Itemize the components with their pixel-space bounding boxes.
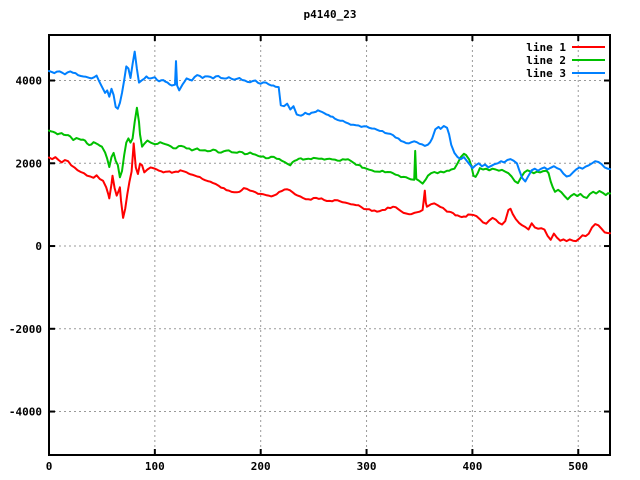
y-tick-label: -4000: [9, 406, 42, 419]
data-series: [48, 50, 611, 243]
axis-tick-marks: [48, 35, 610, 455]
plot-border: [48, 34, 611, 456]
legend-label-1: line 1: [526, 41, 566, 54]
chart-title: p4140_23: [304, 8, 357, 21]
y-tick-label: 2000: [16, 157, 43, 170]
x-tick-label: 200: [251, 460, 271, 473]
x-tick-label: 500: [568, 460, 588, 473]
legend-label-2: line 2: [526, 54, 566, 67]
series-line-1: [48, 142, 611, 243]
series-line-2: [48, 106, 611, 201]
y-tick-label: -2000: [9, 323, 42, 336]
x-tick-label: 0: [46, 460, 53, 473]
grid-lines: [49, 35, 610, 455]
x-tick-label: 100: [145, 460, 165, 473]
x-axis-tick-labels: 0 100 200 300 400 500: [46, 460, 588, 473]
y-tick-label: 4000: [16, 75, 43, 88]
series-line-3: [48, 50, 611, 183]
legend-label-3: line 3: [526, 67, 566, 80]
y-tick-label: 0: [35, 240, 42, 253]
y-axis-tick-labels: -4000 -2000 0 2000 4000: [9, 75, 42, 419]
plot-border-rect: [48, 34, 611, 456]
x-tick-label: 300: [357, 460, 377, 473]
x-tick-label: 400: [462, 460, 482, 473]
